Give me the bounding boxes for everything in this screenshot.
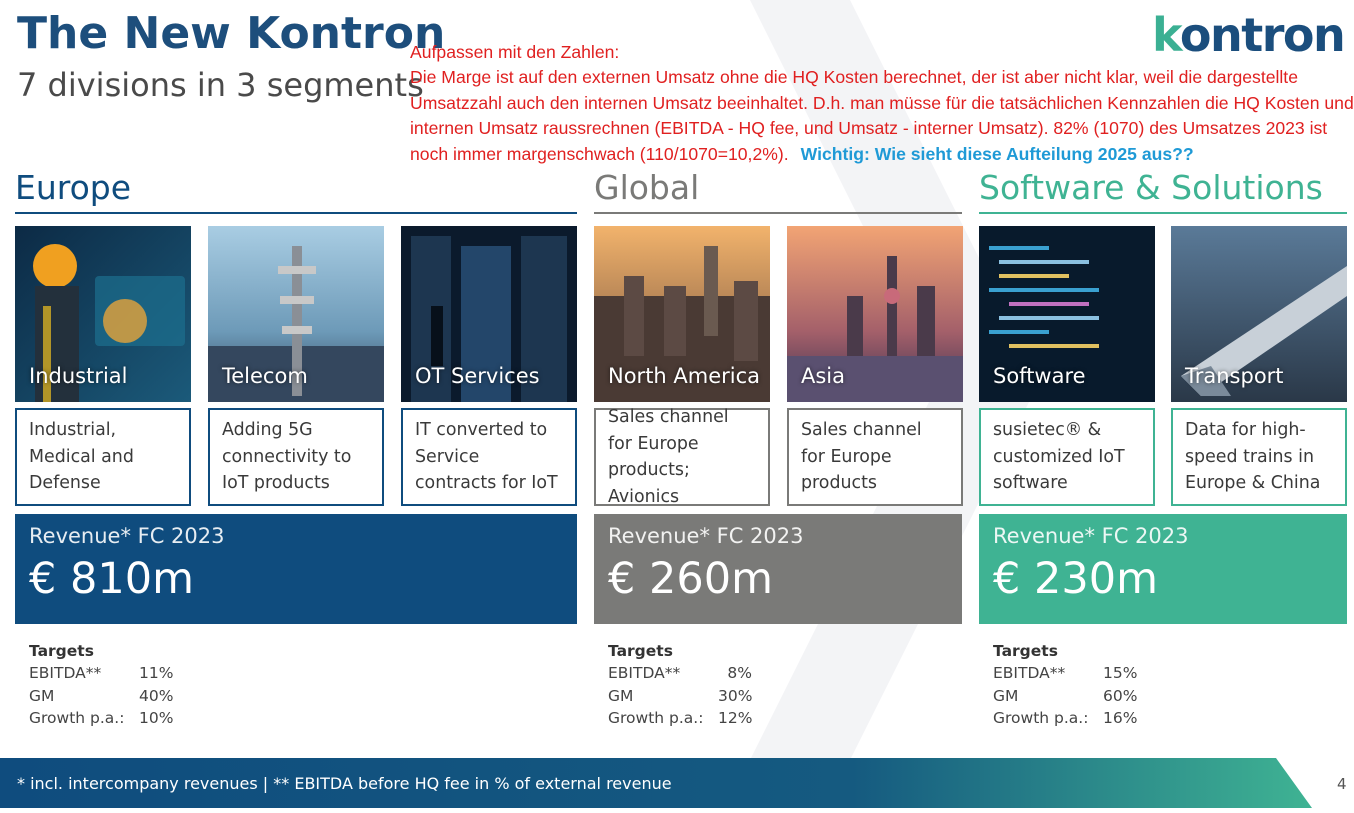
asia-skyline-photo-icon (787, 226, 963, 402)
division-tile-telecom: Telecom (208, 226, 384, 402)
target-name: Growth p.a.: (993, 709, 1089, 728)
targets-title: Targets (29, 642, 94, 660)
server-room-photo-icon (401, 226, 577, 402)
target-value: 12% (718, 709, 753, 728)
division-tile-software: Software (979, 226, 1155, 402)
cell-tower-photo-icon (208, 226, 384, 402)
revenue-value: € 260m (608, 554, 773, 604)
note-highlight: Wichtig: Wie sieht diese Aufteilung 2025… (800, 143, 1194, 164)
revenue-label: Revenue* FC 2023 (608, 524, 804, 548)
target-row: EBITDA** 11% (29, 662, 173, 685)
segment-underline-europe (15, 212, 577, 214)
target-name: GM (608, 686, 634, 705)
target-name: Growth p.a.: (608, 709, 704, 728)
segment-heading-software-solutions: Software & Solutions (979, 168, 1323, 207)
logo-rest: ontron (1179, 8, 1346, 62)
division-desc-transport: Data for high-speed trains in Europe & C… (1171, 408, 1347, 506)
division-desc-ot-services: IT converted to Service contracts for Io… (401, 408, 577, 506)
targets-software-solutions: Targets EBITDA** 15% GM 60% Growth p.a.: 16… (993, 642, 1137, 730)
target-name: EBITDA** (608, 664, 681, 683)
revenue-label: Revenue* FC 2023 (993, 524, 1189, 548)
division-label: Asia (801, 364, 846, 388)
division-label: Software (993, 364, 1086, 388)
target-row: EBITDA** 8% (608, 662, 752, 685)
target-value: 15% (1103, 664, 1138, 683)
target-name: EBITDA** (993, 664, 1066, 683)
target-value: 8% (727, 664, 752, 683)
target-row: Growth p.a.: 10% (29, 707, 173, 730)
target-value: 16% (1103, 709, 1138, 728)
target-row: GM 60% (993, 685, 1137, 708)
target-row: EBITDA** 15% (993, 662, 1137, 685)
revenue-box-europe: Revenue* FC 2023 € 810m (15, 514, 577, 624)
review-note: Aufpassen mit den Zahlen: Die Marge ist … (410, 40, 1354, 167)
target-name: EBITDA** (29, 664, 102, 683)
segment-underline-software-solutions (979, 212, 1347, 214)
division-tile-asia: Asia (787, 226, 963, 402)
target-row: Growth p.a.: 12% (608, 707, 752, 730)
target-value: 40% (139, 686, 174, 705)
division-label: OT Services (415, 364, 540, 388)
page-title: The New Kontron (17, 8, 446, 59)
division-desc-asia: Sales channel for Europe products (787, 408, 963, 506)
target-value: 10% (139, 709, 174, 728)
segment-heading-global: Global (594, 168, 700, 207)
division-label: Transport (1185, 364, 1284, 388)
target-row: Growth p.a.: 16% (993, 707, 1137, 730)
revenue-label: Revenue* FC 2023 (29, 524, 225, 548)
division-label: Telecom (222, 364, 308, 388)
target-name: GM (993, 686, 1019, 705)
target-value: 30% (718, 686, 753, 705)
target-name: GM (29, 686, 55, 705)
footer-note: * incl. intercompany revenues | ** EBITD… (17, 774, 672, 793)
division-label: Industrial (29, 364, 128, 388)
city-skyline-photo-icon (594, 226, 770, 402)
division-tile-ot-services: OT Services (401, 226, 577, 402)
kontron-logo: kontron (1152, 8, 1346, 62)
code-screen-photo-icon (979, 226, 1155, 402)
target-name: Growth p.a.: (29, 709, 125, 728)
targets-europe: Targets EBITDA** 11% GM 40% Growth p.a.: 10… (29, 642, 173, 730)
engineer-photo-icon (15, 226, 191, 402)
division-desc-telecom: Adding 5G connectivity to IoT products (208, 408, 384, 506)
division-label: North America (608, 364, 761, 388)
division-desc-north-america: Sales channel for Europe products; Avion… (594, 407, 770, 507)
target-row: GM 30% (608, 685, 752, 708)
targets-global: Targets EBITDA** 8% GM 30% Growth p.a.: 12% (608, 642, 752, 730)
revenue-box-software-solutions: Revenue* FC 2023 € 230m (979, 514, 1347, 624)
revenue-value: € 810m (29, 554, 194, 604)
targets-title: Targets (608, 642, 673, 660)
target-value: 60% (1103, 686, 1138, 705)
logo-k: k (1152, 8, 1181, 62)
division-tile-industrial: Industrial (15, 226, 191, 402)
targets-title: Targets (993, 642, 1058, 660)
segment-heading-europe: Europe (15, 168, 132, 207)
revenue-value: € 230m (993, 554, 1158, 604)
target-row: GM 40% (29, 685, 173, 708)
footer-band (0, 758, 1312, 808)
note-heading: Aufpassen mit den Zahlen: (410, 42, 620, 62)
page-subtitle: 7 divisions in 3 segments (17, 66, 424, 104)
segment-underline-global (594, 212, 962, 214)
target-value: 11% (139, 664, 174, 683)
revenue-box-global: Revenue* FC 2023 € 260m (594, 514, 962, 624)
division-desc-industrial: Industrial, Medical and Defense (15, 408, 191, 506)
note-body: Die Marge ist auf den externen Umsatz oh… (410, 67, 1354, 164)
page-number: 4 (1337, 775, 1347, 793)
division-tile-transport: Transport (1171, 226, 1347, 402)
train-photo-icon (1171, 226, 1347, 402)
division-desc-software: susietec® & customized IoT software (979, 408, 1155, 506)
division-tile-north-america: North America (594, 226, 770, 402)
